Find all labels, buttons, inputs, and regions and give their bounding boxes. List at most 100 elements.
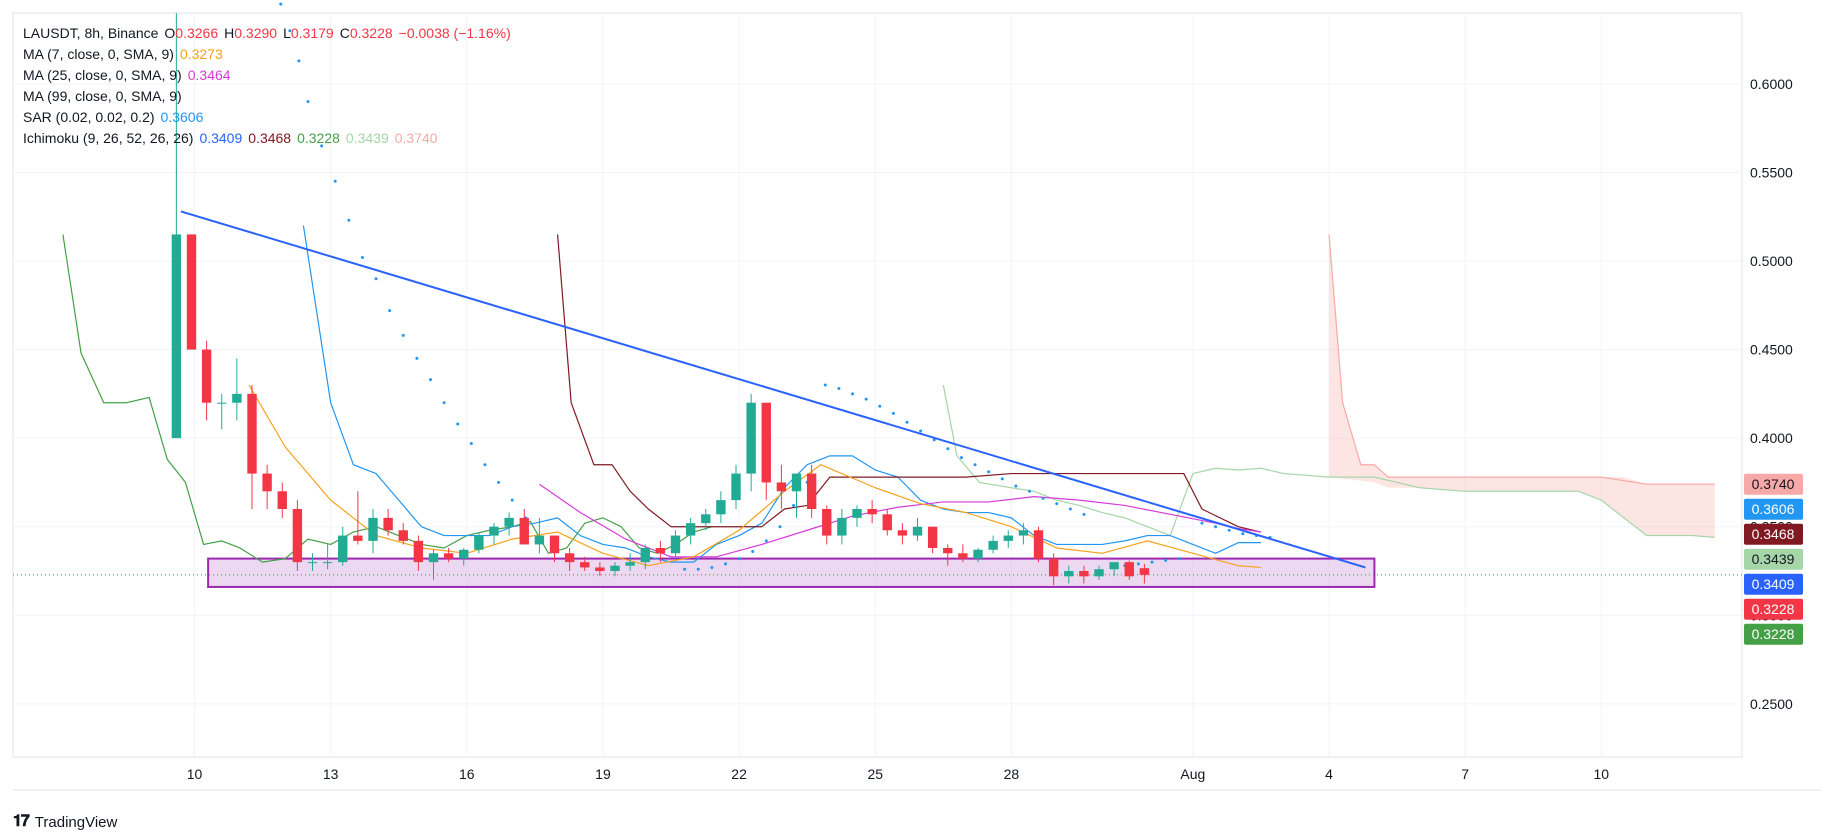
candle-body (338, 535, 348, 563)
price-tags: 0.3740 0.3606 0.3468 0.3439 0.3409 0.3228 0.32… (1744, 473, 1803, 645)
legend-change: −0.0038 (−1.16%) (398, 25, 511, 41)
sar-dot (737, 557, 741, 561)
sar-dot (919, 429, 923, 433)
leading-span-a-line (942, 384, 1715, 538)
sar-dot (297, 59, 301, 63)
y-tick-label: 0.5000 (1750, 253, 1793, 269)
y-tick-label: 0.6000 (1750, 76, 1793, 92)
candle-body (927, 526, 938, 548)
sar-dot (1014, 484, 1018, 488)
sar-dot (1000, 477, 1004, 481)
legend-ichimoku[interactable]: Ichimoku (9, 26, 52, 26, 26) 0.3409 0.3468… (23, 130, 438, 146)
candle-body (1033, 530, 1044, 559)
x-tick-label: 22 (731, 766, 747, 782)
sar-dot (347, 218, 351, 222)
legend-ma7[interactable]: MA (7, close, 0, SMA, 9) 0.3273 (23, 46, 223, 62)
sar-dot (792, 503, 796, 507)
candle-body (534, 535, 545, 545)
brand-name: TradingView (34, 813, 118, 831)
sar-dot (1082, 512, 1086, 516)
x-tick-label: 13 (323, 766, 339, 782)
price-tag-label: 0.3228 (1752, 601, 1795, 617)
price-tag-label: 0.3409 (1752, 576, 1795, 592)
candle-body (625, 562, 635, 566)
legend-open: 0.3266 (175, 25, 219, 41)
candle-body (685, 523, 696, 536)
candle-body (353, 535, 363, 541)
candle-body (595, 567, 605, 571)
price-tag-label: 0.3439 (1752, 551, 1795, 567)
x-tick-label: 28 (1004, 766, 1020, 782)
lagging-span-line (62, 234, 713, 563)
price-tag: 0.3740 (1744, 473, 1803, 495)
x-tick-label: 4 (1325, 766, 1333, 782)
candle-body (610, 565, 620, 571)
sar-dot (483, 463, 487, 467)
sar-dot (1214, 525, 1218, 529)
price-tag: 0.3228 (1744, 623, 1803, 645)
candle-body (655, 547, 666, 554)
candle-body (1048, 558, 1059, 577)
price-tag-bg (1744, 598, 1803, 620)
axes: 0.25000.30000.35000.40000.45000.50000.55… (187, 76, 1793, 782)
x-tick-label: 16 (459, 766, 475, 782)
price-tag-bg (1744, 473, 1803, 495)
candle-body (398, 530, 408, 541)
x-tick-label: 7 (1461, 766, 1469, 782)
candle-body (413, 540, 424, 563)
sar-dot (306, 100, 310, 104)
candle-body (292, 509, 303, 563)
sar-dot (510, 498, 514, 502)
legend-ma99[interactable]: MA (99, close, 0, SMA, 9) (23, 88, 182, 104)
candle-body (519, 517, 529, 545)
sar-dot (429, 378, 433, 382)
candle-body (882, 514, 892, 531)
candle-body (1109, 562, 1119, 570)
price-tag: 0.3439 (1744, 548, 1803, 570)
price-tag-label: 0.3468 (1752, 526, 1795, 542)
sar-dot (1177, 557, 1181, 561)
candle-body (912, 526, 923, 536)
plot-frame (12, 12, 1743, 758)
y-tick-label: 0.2500 (1750, 696, 1793, 712)
price-tag: 0.3228 (1744, 598, 1803, 620)
sar-dot (333, 179, 337, 183)
sar-dot (837, 387, 841, 391)
sar-dot (415, 356, 419, 360)
sar-dot (374, 277, 378, 281)
y-tick-label: 0.5500 (1750, 164, 1793, 180)
candle-body (262, 473, 272, 492)
candle-body (1018, 530, 1029, 536)
candle-body (580, 562, 590, 568)
sar-dot (959, 456, 963, 460)
candles (171, 13, 1150, 586)
sar-dot (987, 470, 991, 474)
x-tick-label: 19 (595, 766, 611, 782)
candle-body (232, 393, 242, 403)
legend-sar[interactable]: SAR (0.02, 0.02, 0.2) 0.3606 (23, 109, 204, 125)
candle-body (1064, 571, 1074, 577)
sar-dot (946, 447, 950, 451)
sar-dot (891, 411, 895, 415)
candle-body (1003, 535, 1013, 541)
sar-dot (1136, 562, 1140, 566)
candle-body (761, 402, 771, 483)
legend-ma25[interactable]: MA (25, close, 0, SMA, 9) 0.3464 (23, 67, 231, 83)
candle-body (1094, 569, 1104, 577)
candle-body (307, 562, 318, 564)
sar-dot (764, 539, 768, 543)
sar-dot (456, 422, 460, 426)
chart-legend: LAUSDT, 8h, Binance O0.3266 H0.3290 L0.3179… (23, 23, 517, 149)
candle-body (383, 517, 393, 531)
candle-body (549, 535, 560, 554)
tradingview-logo-icon: 𝟏𝟕 (13, 813, 30, 830)
sar-dot (683, 567, 687, 571)
candle-body (746, 402, 756, 474)
candle-body (958, 553, 968, 559)
candle-body (1079, 571, 1089, 577)
sar-dot (864, 397, 868, 401)
tradingview-branding[interactable]: 𝟏𝟕 TradingView (13, 813, 117, 831)
x-tick-label: 25 (867, 766, 883, 782)
leading-span-b-line (1328, 234, 1715, 485)
